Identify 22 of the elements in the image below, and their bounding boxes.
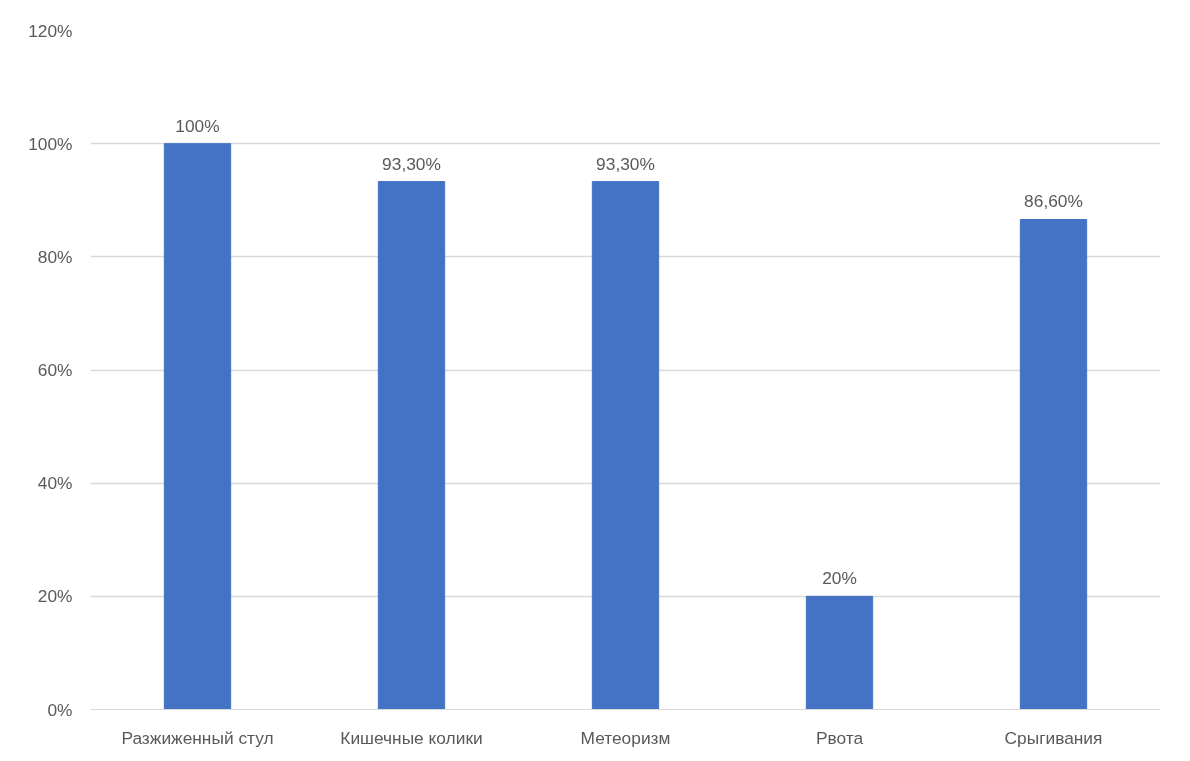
- data-label: 93,30%: [382, 153, 441, 174]
- x-tick-label: Рвота: [815, 727, 864, 748]
- data-label: 93,30%: [596, 153, 655, 174]
- data-label: 86,60%: [1024, 191, 1083, 212]
- y-tick-label: 60%: [37, 360, 73, 380]
- x-tick-label: Разжиженный стул: [121, 727, 274, 748]
- x-tick-label: Метеоризм: [580, 727, 671, 748]
- y-tick-label: 0%: [47, 699, 73, 720]
- data-label: 100%: [175, 115, 220, 136]
- data-label: 20%: [822, 568, 857, 589]
- bar: [591, 181, 660, 710]
- y-tick-label: 40%: [37, 473, 73, 494]
- y-tick-label: 120%: [28, 20, 73, 41]
- x-tick-label: Кишечные колики: [340, 727, 483, 748]
- bar: [805, 595, 874, 710]
- y-tick-label: 20%: [37, 586, 73, 607]
- x-tick-label: Срыгивания: [1004, 727, 1103, 748]
- bar: [1019, 218, 1088, 710]
- y-tick-label: 80%: [37, 246, 73, 267]
- y-tick-label: 100%: [28, 133, 73, 154]
- bar: [377, 181, 446, 710]
- bar: [163, 143, 232, 710]
